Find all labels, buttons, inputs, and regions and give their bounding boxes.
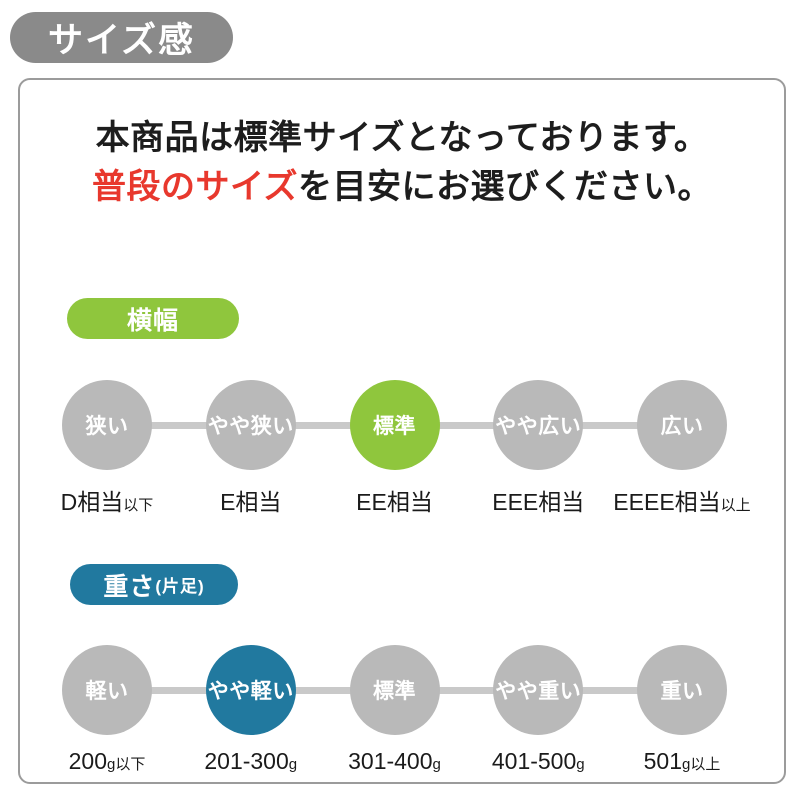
- circle-text: 標準: [373, 415, 416, 438]
- range-main: EEEE相当: [613, 489, 721, 515]
- intro-text: 本商品は標準サイズとなっております。 普段のサイズを目安にお選びください。: [20, 114, 784, 213]
- weight-circle-4: やや重い: [493, 645, 584, 735]
- range-main: 301-400: [348, 748, 433, 774]
- width-circle-4: やや広い: [493, 380, 584, 470]
- intro-line1: 本商品は標準サイズとなっております。: [95, 119, 709, 157]
- weight-circle-2: やや軽い: [205, 645, 296, 735]
- page-title-badge: サイズ感: [10, 12, 233, 63]
- circle-text: 軽い: [85, 680, 129, 703]
- range-main: E相当: [220, 489, 282, 515]
- weight-step-4: やや重い 401-500g: [468, 645, 608, 795]
- weight-step-2: やや軽い 201-300g: [181, 645, 321, 795]
- weight-range-4: 401-500g: [492, 748, 585, 775]
- weight-pill-label: 重さ: [103, 572, 156, 601]
- weight-range-3: 301-400g: [348, 748, 441, 775]
- width-pill-label: 横幅: [126, 306, 179, 335]
- range-suffix: g: [432, 756, 441, 773]
- page-title: サイズ感: [48, 21, 195, 60]
- range-main: EEE相当: [492, 489, 585, 515]
- width-circle-2: やや狭い: [205, 380, 296, 470]
- width-scale-row: 狭い D相当以下 やや狭い E相当 標準 EE相当 やや広い EEE相当 広い …: [37, 380, 752, 530]
- circle-text: やや重い: [495, 680, 582, 703]
- circle-text: 標準: [373, 680, 416, 703]
- weight-step-5: 重い 501g以上: [612, 645, 752, 795]
- range-main: D相当: [60, 489, 124, 515]
- intro-highlight: 普段のサイズ: [92, 168, 298, 207]
- circle-text: 重い: [660, 680, 704, 703]
- width-step-4: やや広い EEE相当: [468, 380, 608, 530]
- range-main: 200: [68, 748, 108, 774]
- range-main: 401-500: [491, 748, 577, 774]
- width-step-2: やや狭い E相当: [181, 380, 321, 530]
- weight-range-2: 201-300g: [204, 748, 297, 775]
- width-range-4: EEE相当: [492, 483, 584, 517]
- weight-circle-1: 軽い: [62, 645, 152, 735]
- size-guide-panel: 本商品は標準サイズとなっております。 普段のサイズを目安にお選びください。 横幅…: [18, 78, 786, 784]
- width-step-1: 狭い D相当以下: [37, 380, 177, 530]
- circle-text: 広い: [660, 415, 704, 438]
- range-suffix: g以上: [682, 756, 721, 773]
- width-circle-3: 標準: [349, 380, 440, 470]
- intro-line2-rest: を目安にお選びください。: [297, 168, 712, 207]
- circle-text: やや軽い: [207, 680, 294, 703]
- weight-circle-3: 標準: [349, 645, 440, 735]
- circle-text: やや広い: [495, 415, 582, 438]
- width-circle-5: 広い: [637, 380, 727, 470]
- range-suffix: 以下: [123, 497, 154, 514]
- circle-text: 狭い: [85, 415, 129, 438]
- weight-range-1: 200g以下: [69, 748, 146, 775]
- range-suffix: g以下: [107, 756, 146, 773]
- width-circle-1: 狭い: [62, 380, 152, 470]
- width-step-5: 広い EEEE相当以上: [612, 380, 752, 530]
- weight-scale-row: 軽い 200g以下 やや軽い 201-300g 標準 301-400g やや重い…: [37, 645, 752, 795]
- range-main: 201-300: [204, 748, 289, 774]
- width-range-3: EE相当: [356, 483, 433, 517]
- range-suffix: g: [288, 756, 298, 773]
- width-step-3: 標準 EE相当: [325, 380, 465, 530]
- weight-pill-suffix: (片足): [155, 577, 205, 596]
- range-main: EE相当: [356, 489, 433, 515]
- range-suffix: 以上: [720, 497, 751, 514]
- weight-step-3: 標準 301-400g: [325, 645, 465, 795]
- width-section-pill: 横幅: [67, 298, 239, 339]
- weight-circle-5: 重い: [637, 645, 727, 735]
- width-range-1: D相当以下: [61, 483, 154, 517]
- width-range-2: E相当: [220, 483, 281, 517]
- intro-line2: 普段のサイズを目安にお選びください。: [20, 163, 784, 212]
- circle-text: やや狭い: [207, 415, 294, 438]
- weight-step-1: 軽い 200g以下: [37, 645, 177, 795]
- width-range-5: EEEE相当以上: [613, 483, 750, 517]
- weight-range-5: 501g以上: [644, 748, 721, 775]
- weight-section-pill: 重さ (片足): [70, 564, 238, 605]
- range-suffix: g: [576, 756, 585, 773]
- range-main: 501: [643, 748, 683, 774]
